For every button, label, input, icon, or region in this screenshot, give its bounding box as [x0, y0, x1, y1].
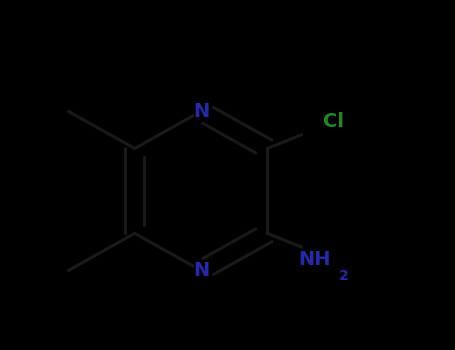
- Text: N: N: [193, 102, 209, 121]
- Text: NH: NH: [298, 250, 331, 270]
- Text: Cl: Cl: [323, 112, 344, 132]
- Text: 2: 2: [339, 270, 349, 284]
- Text: N: N: [193, 261, 209, 280]
